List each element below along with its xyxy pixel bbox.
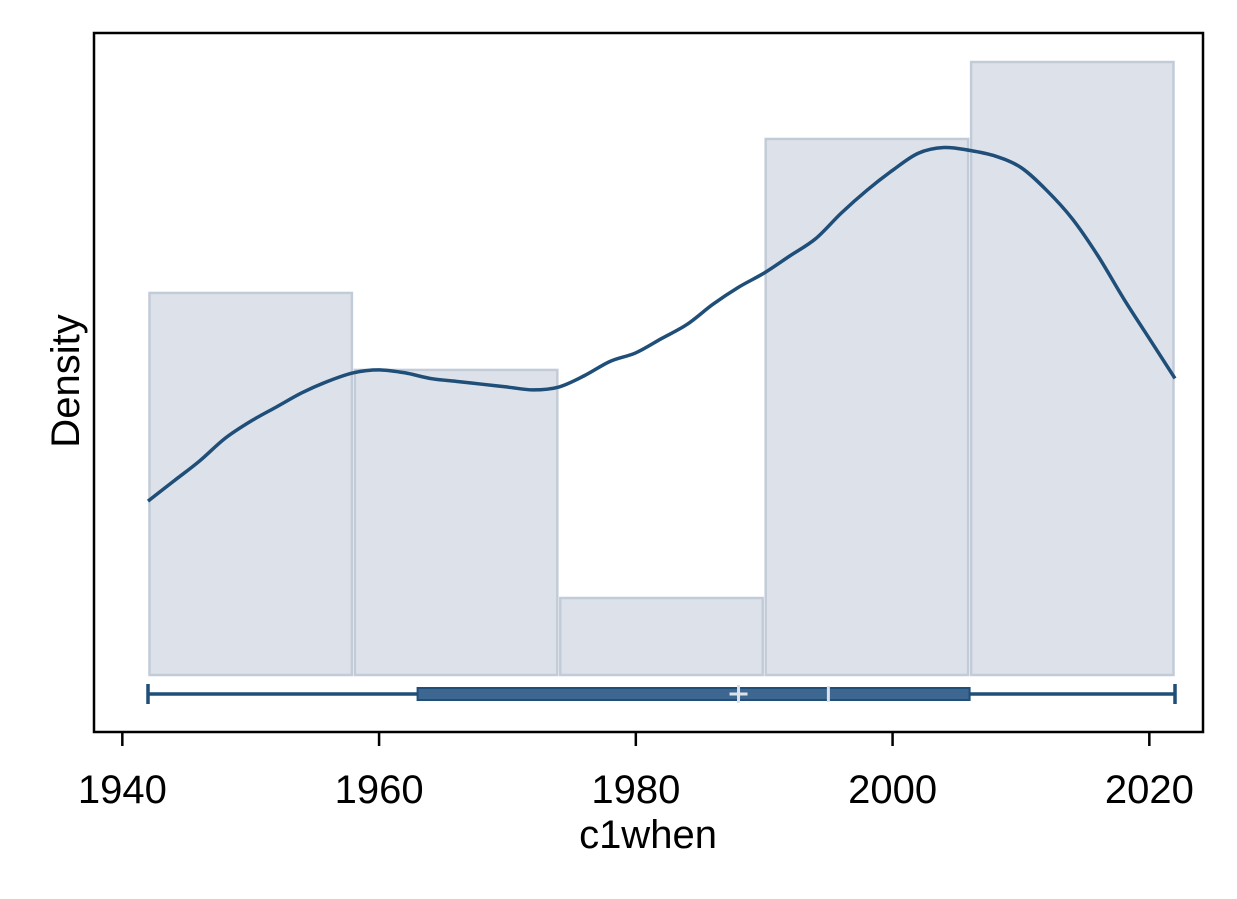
x-tick-label: 2000 <box>848 768 937 812</box>
box-plot <box>146 684 1177 704</box>
density-curve <box>146 145 1177 503</box>
x-tick-label: 1940 <box>78 768 167 812</box>
x-tick-label: 1960 <box>335 768 424 812</box>
histogram-bar <box>353 368 559 677</box>
x-tick-label: 2020 <box>1105 768 1194 812</box>
plot-frame <box>92 31 1205 734</box>
histogram-bars <box>148 60 1175 677</box>
x-axis: 1940 1960 1980 2000 2020 <box>78 732 1194 812</box>
box-iqr <box>416 687 971 701</box>
histogram-bar <box>148 291 354 677</box>
y-axis-title: Density <box>44 314 88 447</box>
x-tick-label: 1980 <box>591 768 680 812</box>
histogram-bar <box>969 60 1175 677</box>
histogram-bar <box>559 596 764 677</box>
x-axis-title: c1when <box>579 813 717 857</box>
histogram-bar <box>764 137 970 677</box>
